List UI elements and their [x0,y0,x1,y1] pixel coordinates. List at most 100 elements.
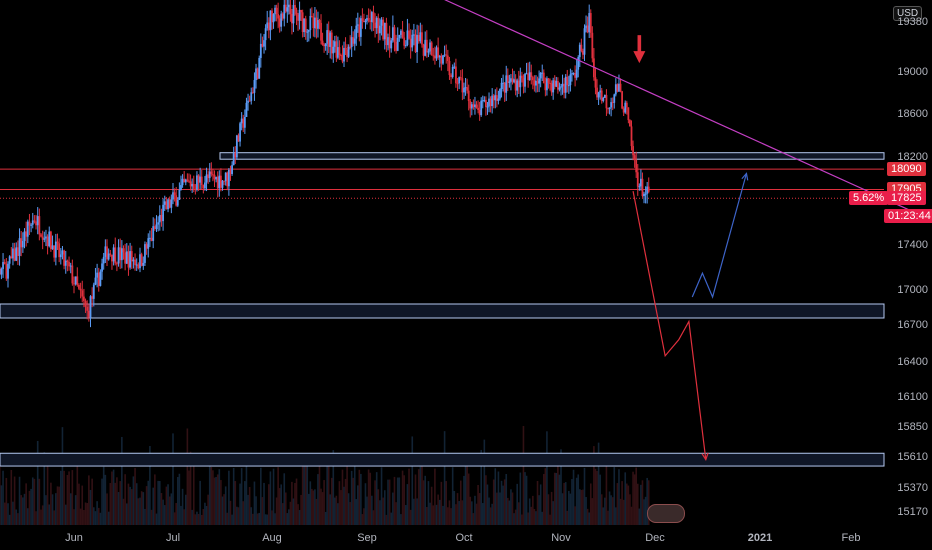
volume-bar [367,469,370,525]
candle [500,82,503,90]
candle [517,80,520,88]
events-badge-icon[interactable] [647,504,685,523]
candle [647,186,650,192]
volume-bar [142,492,145,525]
candle [129,251,131,268]
currency-button[interactable]: USD [893,6,923,21]
volume-bar [604,497,606,525]
volume-bar [622,499,625,525]
candle [382,19,385,40]
candle [152,226,155,241]
volume-bar [536,480,539,525]
candle [533,80,536,86]
volume-bar [488,497,490,525]
candle [157,222,160,225]
candle [263,40,265,47]
candle [248,100,251,102]
candle [455,66,457,84]
volume-bar [27,508,29,525]
volume-bar [216,474,219,525]
candle [43,238,46,240]
candle [87,310,90,318]
volume-bar [50,482,52,525]
volume-bar [466,459,468,525]
volume-bar [109,483,112,525]
volume-bar [202,509,205,525]
volume-bar [286,513,289,525]
volume-bar [615,507,617,525]
volume-bar [250,507,253,525]
candle [375,17,378,29]
candle [330,32,333,54]
volume-bar [17,513,19,525]
candle [243,116,246,128]
candle [458,77,461,84]
candle [600,90,603,101]
volume-bar [104,474,107,525]
price-axis-label: 19380 [897,16,928,28]
volume-bar [191,509,193,525]
volume-bar [477,485,479,525]
candle [603,94,606,98]
candle [492,95,495,101]
candle [269,10,272,31]
volume-bar [338,481,341,525]
candle [636,172,639,187]
candle [130,251,133,262]
volume-bar [588,512,590,525]
volume-bar [84,502,87,525]
volume-bar [491,503,493,525]
candle [207,174,210,179]
volume-bar [480,449,483,525]
candle [406,30,409,45]
candle [333,41,336,47]
volume-bar [170,493,173,525]
candle [563,83,566,93]
volume-bar [183,509,185,525]
volume-bar [401,470,404,525]
volume-bar [426,506,428,525]
time-axis-label: Jul [165,532,181,544]
candle [466,87,469,91]
volume-bar [304,460,307,525]
candle [489,98,492,107]
volume-bar [318,454,321,525]
candle [349,46,352,48]
volume-bar [539,484,542,525]
volume-bar [469,496,472,525]
candle [505,75,508,93]
candle [522,78,525,87]
candle [356,24,359,26]
volume-bar [383,490,386,525]
candle [218,175,221,189]
volume-bar [263,482,265,525]
candle [358,24,361,37]
candle [127,251,130,268]
candle [344,47,347,50]
candle [503,82,506,93]
volume-bar [312,490,315,525]
candle [602,97,605,101]
volume-bar [69,493,72,525]
volume-bar [647,480,650,525]
time-axis-label: Jun [65,532,83,544]
candle [347,46,350,57]
candle [20,238,23,248]
candle [539,72,542,79]
candle [210,171,213,175]
volume-bar [88,475,90,525]
candle [79,288,82,291]
candle [495,95,498,101]
volume-bar [406,484,409,525]
candle [599,90,602,93]
candle [607,108,609,110]
candle [388,37,391,49]
volume-bar [371,495,373,525]
volume-bar [43,452,46,525]
volume-bar [18,476,21,525]
candle [635,160,638,173]
volume-bar [8,514,11,525]
candle [478,110,481,116]
volume-bar [175,503,177,525]
